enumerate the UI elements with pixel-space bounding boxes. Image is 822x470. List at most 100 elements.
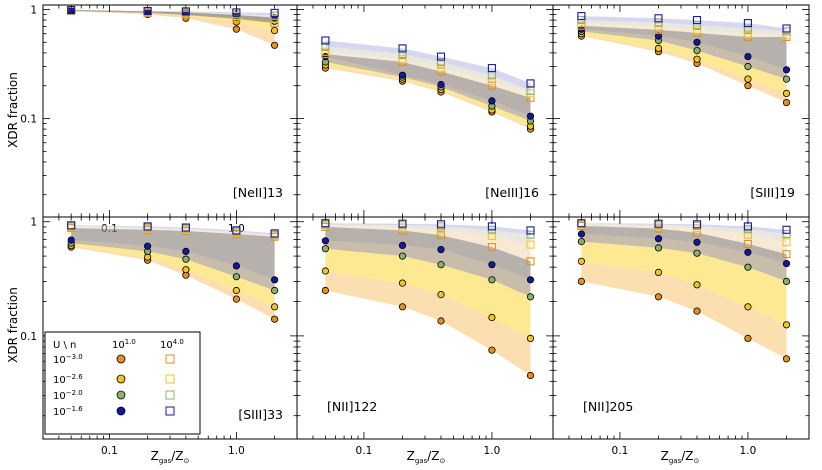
point-n4-u0-3: [487, 243, 496, 252]
point-n4-u1-0: [321, 47, 330, 56]
band-n4-2: [325, 223, 531, 235]
panel-4-title: [SIII]33: [238, 407, 283, 422]
point-n1-u1-1: [654, 268, 663, 276]
point-n4-u2-1: [654, 18, 663, 27]
panel-1: 0.11.010.1[NeII]13: [20, 4, 298, 235]
point-n1-u3-3: [744, 248, 752, 256]
band-n4-2: [71, 225, 275, 235]
point-n4-u2-0: [321, 42, 330, 51]
point-n1-u2-2: [693, 249, 701, 257]
point-n1-u1-3: [744, 75, 752, 83]
point-n1-u1-3: [232, 286, 240, 295]
point-n4-u2-4: [526, 230, 535, 239]
y-tick-label: 1: [30, 217, 37, 229]
point-n1-u0-4: [270, 315, 279, 323]
y-tick-label: 1: [30, 5, 37, 17]
point-n1-u3-2: [693, 38, 701, 46]
point-n1-u0-4: [526, 371, 535, 380]
point-n1-u3-3: [232, 262, 240, 270]
point-n1-u2-3: [744, 263, 752, 271]
legend-row-2-square: [165, 374, 175, 384]
band-n1-1: [581, 241, 787, 325]
point-n4-u0-4: [782, 250, 791, 259]
band-n4-0: [581, 23, 787, 37]
panel-1-title: [NeII]13: [233, 185, 283, 200]
point-n4-u3-1: [398, 44, 407, 53]
point-n1-u2-4: [270, 286, 279, 295]
point-n4-u1-4: [782, 238, 791, 247]
point-n4-u3-2: [181, 223, 190, 232]
point-n4-u1-3: [487, 77, 496, 86]
point-n1-u3-3: [744, 52, 752, 61]
point-n4-u1-2: [692, 25, 702, 34]
point-n1-u1-3: [488, 313, 496, 322]
point-n1-u1-2: [693, 55, 701, 63]
point-n1-u1-4: [270, 303, 279, 311]
band-n1-0: [581, 261, 787, 359]
legend-row-4-square: [165, 406, 175, 416]
point-n1-u0-0: [321, 286, 329, 295]
legend-row-1-label: 10−3.0: [53, 353, 83, 366]
point-n4-u3-4: [526, 226, 535, 235]
band-n4-2: [581, 16, 787, 32]
point-n4-u3-3: [232, 226, 241, 235]
point-n1-u1-3: [744, 303, 752, 311]
band-n4-0: [581, 224, 787, 255]
panel-2: [NeIII]16: [296, 4, 554, 218]
band-n4-1: [581, 20, 787, 36]
panel-5: 0.1 1.0 [NII]122: [296, 216, 554, 457]
point-n4-u1-2: [436, 64, 446, 73]
panel-3: [SIII]19: [552, 4, 810, 218]
legend-row-1-circle: [116, 354, 126, 364]
point-n1-u2-1: [654, 244, 663, 252]
x-tick-label: 0.1: [356, 445, 373, 457]
point-n4-u3-4: [782, 24, 791, 33]
point-n4-u3-4: [526, 79, 535, 88]
point-n1-u2-3: [488, 276, 496, 284]
point-n4-u1-3: [743, 230, 752, 239]
point-n1-u0-4: [782, 355, 791, 363]
band-n1-0: [325, 65, 531, 130]
point-n1-u2-0: [577, 238, 586, 246]
point-n4-u1-3: [487, 231, 496, 241]
x-axis-title-3: Zgas/Z⊙: [661, 449, 700, 465]
point-n1-u1-2: [693, 281, 701, 289]
point-n1-u3-0: [321, 52, 329, 61]
band-n4-1: [71, 225, 275, 236]
point-n1-u2-2: [182, 255, 190, 263]
panel-6: 0.1 1.0 [NII]205: [552, 216, 810, 457]
point-n1-u2-2: [437, 261, 445, 269]
point-n1-u3-1: [398, 241, 407, 249]
point-n1-u1-1: [398, 279, 407, 287]
panel-3-plot-area: [577, 12, 791, 107]
band-n1-2: [581, 234, 787, 282]
point-n1-u3-4: [782, 66, 791, 74]
point-n1-u3-2: [437, 80, 445, 89]
point-n1-u2-4: [782, 75, 791, 83]
legend-col2-header: 104.0: [160, 338, 184, 351]
point-n4-u0-4: [526, 257, 535, 266]
point-n1-u3-2: [437, 246, 445, 254]
point-n4-u2-3: [743, 24, 752, 33]
point-n4-u3-2: [692, 220, 702, 229]
point-n4-u3-0: [321, 36, 330, 45]
legend-row-2-label: 10−2.6: [53, 373, 83, 386]
point-n1-u1-4: [782, 321, 791, 329]
point-n1-u3-0: [67, 236, 75, 244]
panel-4-plot-area: [67, 221, 279, 323]
point-n1-u1-1: [654, 44, 663, 53]
legend-row-3-circle: [116, 390, 126, 400]
y-axis-title-bottom: XDR fraction: [6, 287, 20, 363]
point-n4-u3-2: [436, 52, 446, 61]
point-n1-u3-1: [398, 71, 407, 79]
point-n1-u0-3: [232, 295, 240, 303]
band-n1-0: [325, 271, 531, 376]
band-overlap: [325, 226, 531, 280]
point-n1-u3-1: [144, 242, 152, 250]
point-n1-u0-0: [577, 277, 586, 285]
point-n1-u1-2: [182, 266, 190, 274]
x-tick-label: 1.0: [484, 445, 501, 457]
point-n1-u1-2: [437, 290, 445, 299]
point-n1-u2-2: [693, 46, 701, 55]
legend: U \ n 101.0 104.0 10−3.0 10−2.6 10−2.0 1…: [44, 331, 201, 435]
